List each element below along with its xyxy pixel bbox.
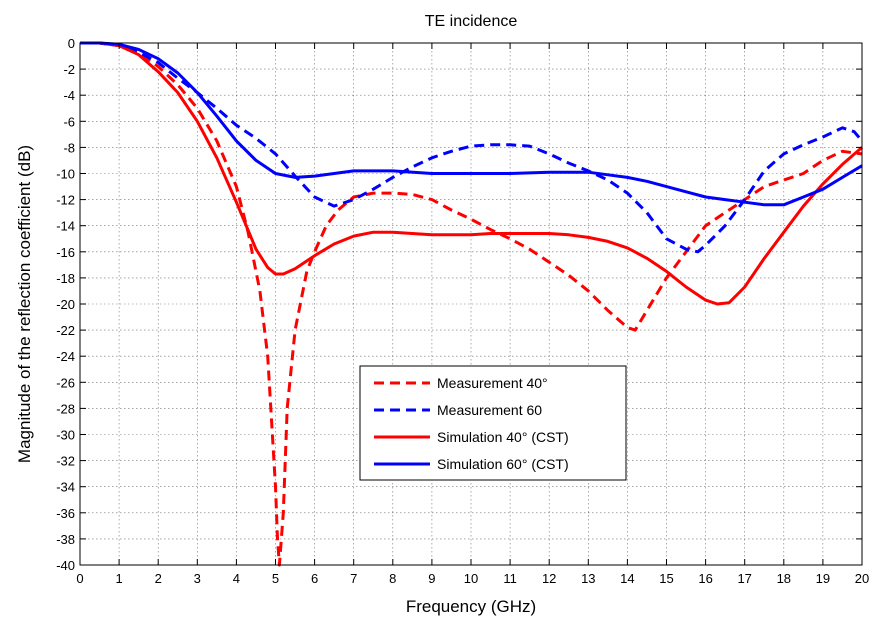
series-line-4: [80, 41, 863, 207]
y-tick-label: -28: [56, 401, 75, 416]
chart-title: TE incidence: [425, 13, 518, 30]
x-tick-label: 13: [581, 571, 595, 586]
x-tick-label: 12: [542, 571, 556, 586]
x-tick-label: 4: [233, 571, 240, 586]
x-tick-label: 20: [855, 571, 869, 586]
y-tick-label: 0: [68, 36, 75, 51]
legend-label-3: Simulation 40° (CST): [437, 429, 569, 445]
y-tick-label: -10: [56, 167, 75, 182]
x-tick-label: 15: [659, 571, 673, 586]
tick-marks: [79, 42, 863, 566]
y-tick-label: -6: [63, 114, 75, 129]
x-tick-label: 18: [777, 571, 791, 586]
series-line-1: [80, 41, 863, 567]
grid: [80, 43, 862, 565]
x-tick-label: 17: [737, 571, 751, 586]
x-tick-label: 3: [194, 571, 201, 586]
y-tick-label: -20: [56, 297, 75, 312]
y-tick-label: -12: [56, 193, 75, 208]
y-tick-label: -8: [63, 140, 75, 155]
x-tick-label: 14: [620, 571, 634, 586]
x-tick-label: 16: [698, 571, 712, 586]
x-tick-label: 0: [76, 571, 83, 586]
y-axis-label: Magnitude of the reflection coefficient …: [15, 145, 34, 463]
legend-label-4: Simulation 60° (CST): [437, 456, 569, 472]
x-tick-label: 8: [389, 571, 396, 586]
x-tick-label: 1: [115, 571, 122, 586]
x-tick-labels: 0 1 2 3 4 5 6 7 8 9 10 11 12 13 14 15 16 17 18 19 20: [76, 571, 869, 586]
legend-box: [359, 365, 627, 481]
y-tick-label: -36: [56, 506, 75, 521]
x-tick-label: 10: [464, 571, 478, 586]
x-tick-label: 11: [503, 571, 517, 586]
y-tick-label: -4: [63, 88, 75, 103]
y-tick-label: -16: [56, 245, 75, 260]
y-tick-label: -32: [56, 454, 75, 469]
y-tick-labels: 0 -2 -4 -6 -8 -10 -12 -14 -16 -18 -20 -22 -24 -26 -28 -…: [56, 36, 75, 573]
legend-label-1: Measurement 40°: [437, 375, 548, 391]
x-tick-label: 7: [350, 571, 357, 586]
series-line-2: [80, 41, 864, 254]
x-axis-label: Frequency (GHz): [406, 597, 536, 616]
y-tick-label: -26: [56, 375, 75, 390]
y-tick-label: -22: [56, 323, 75, 338]
x-tick-label: 2: [155, 571, 162, 586]
series-line-3: [80, 41, 863, 306]
legend-items: Measurement 40° Measurement 60 Simulation …: [374, 375, 569, 472]
y-tick-label: -18: [56, 271, 75, 286]
y-tick-label: -38: [56, 532, 75, 547]
y-tick-label: -2: [63, 62, 75, 77]
y-tick-label: -34: [56, 480, 75, 495]
x-tick-label: 6: [311, 571, 318, 586]
y-tick-label: -40: [56, 558, 75, 573]
legend: Measurement 40° Measurement 60 Simulation …: [359, 365, 627, 481]
series-layer: [80, 41, 864, 567]
y-tick-label: -24: [56, 349, 75, 364]
x-tick-label: 5: [272, 571, 279, 586]
y-tick-label: -14: [56, 219, 75, 234]
legend-label-2: Measurement 60: [437, 402, 542, 418]
y-tick-label: -30: [56, 428, 75, 443]
x-tick-label: 19: [816, 571, 830, 586]
x-tick-label: 9: [428, 571, 435, 586]
